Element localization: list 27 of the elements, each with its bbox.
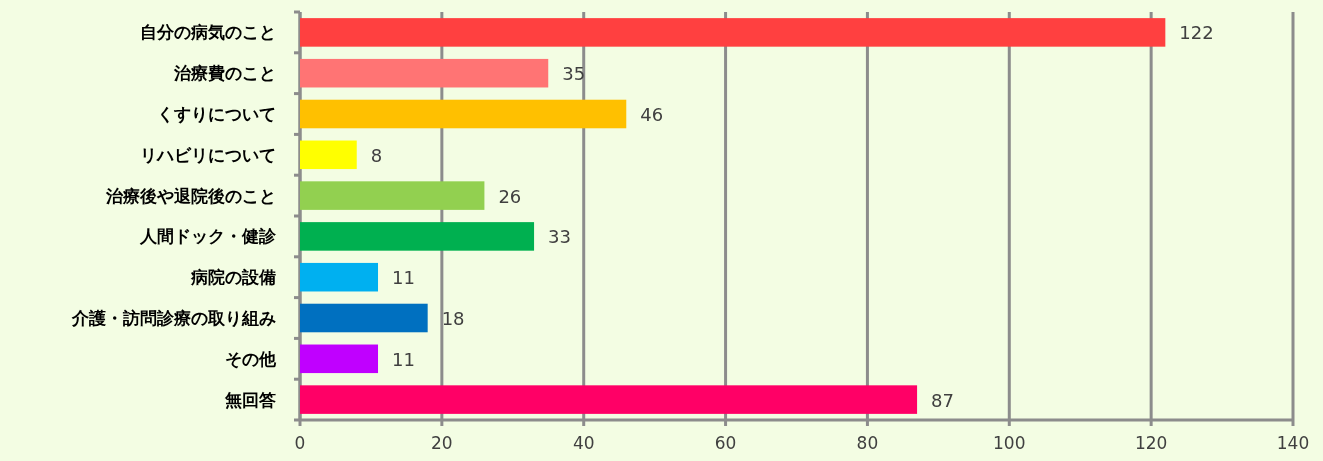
data-label: 46 [640, 104, 664, 125]
y-tick-label: その他 [225, 348, 277, 369]
y-tick-label: 自分の病気のこと [140, 22, 276, 43]
x-tick-label: 20 [431, 433, 453, 453]
y-tick-label: 無回答 [224, 389, 276, 410]
data-label: 11 [392, 348, 415, 370]
data-label: 18 [441, 308, 465, 329]
data-label: 87 [931, 389, 954, 411]
x-tick-label: 120 [1134, 433, 1168, 453]
x-tick-label: 0 [294, 433, 306, 453]
data-label: 33 [548, 226, 571, 248]
x-tick-label: 100 [993, 433, 1026, 453]
y-tick-label: 病院の設備 [190, 267, 276, 288]
x-tick-label: 40 [572, 433, 595, 453]
x-tick-label: 140 [1276, 433, 1310, 453]
y-tick-label: くすりについて [157, 104, 276, 124]
data-label: 8 [370, 144, 383, 166]
y-tick-label: 介護・訪問診療の取り組み [71, 308, 276, 328]
y-tick-label: 治療後や退院後のこと [105, 185, 276, 206]
x-tick-label: 80 [856, 433, 879, 453]
data-label: 26 [498, 185, 522, 207]
y-tick-label: 治療費のこと [173, 63, 276, 84]
y-tick-label: 人間ドック・健診 [139, 226, 277, 247]
data-label: 122 [1179, 22, 1214, 44]
data-label: 11 [392, 267, 415, 289]
x-tick-label: 60 [714, 433, 737, 453]
y-tick-label: リハビリについて [140, 144, 276, 165]
